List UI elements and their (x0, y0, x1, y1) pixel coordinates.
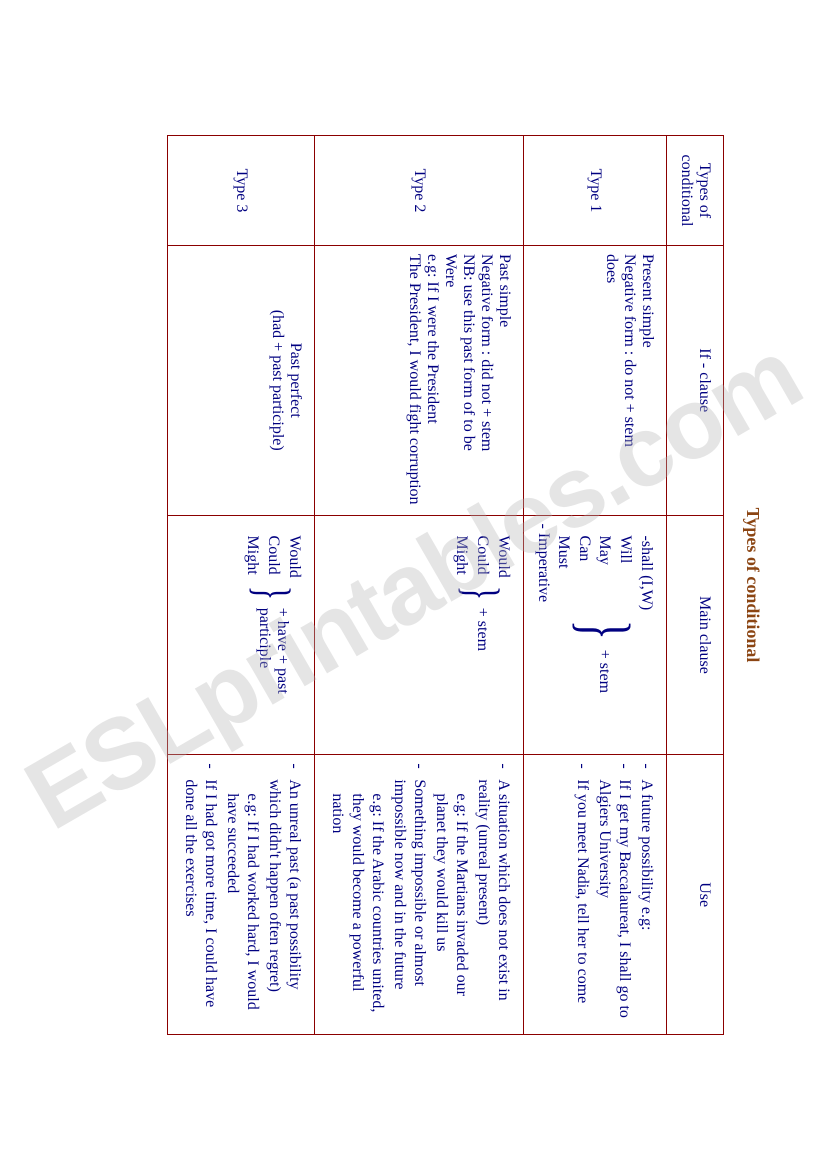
cell-use: -A situation which does not exist in rea… (315, 754, 524, 1034)
list-bullet: - (473, 763, 513, 779)
modal-item: Could (471, 535, 492, 577)
list-bullet: - (594, 763, 634, 779)
modal-item: Can (573, 535, 594, 610)
list-text: If I had got more time, I could have don… (180, 779, 220, 1026)
suffix-text: + stem (595, 649, 613, 692)
list-text: Something impossible or almost impossibl… (389, 779, 429, 1026)
list-bullet (431, 777, 471, 793)
table-row: Type 2 Past simple Negative form : did n… (315, 135, 524, 1034)
header-ifclause: If - clause (667, 245, 724, 515)
header-mainclause: Main clause (667, 515, 724, 755)
cell-mainclause: Would Could Might } + have + past partic… (168, 515, 315, 755)
page-title: Types of conditional (742, 75, 763, 1095)
extra-text: - Imperative (534, 523, 552, 746)
cell-ifclause: Past perfect (had + past participle) (168, 245, 315, 515)
brace-icon: } (573, 619, 636, 639)
list-text: If you meet Nadia, tell her to come (572, 779, 592, 1026)
brace-icon: } (459, 585, 504, 599)
modal-item: Must (552, 535, 573, 610)
modal-list: Would Could Might (451, 535, 513, 577)
page-wrapper: Types of conditional Types of conditiona… (63, 75, 763, 1095)
modal-item: Could (262, 535, 283, 577)
list-bullet: - (180, 763, 220, 779)
list-text: If I get my Baccalaureat, I shall go to … (594, 779, 634, 1026)
modal-item: Might (242, 535, 263, 577)
table-row: Type 1 Present simple Negative form : do… (524, 135, 667, 1034)
cell-mainclause: -shall (I,W) Will May Can Must } + stem … (524, 515, 667, 755)
list-text: e.g: If I had worked hard, I would have … (222, 793, 262, 1026)
list-bullet (327, 777, 387, 793)
header-types: Types of conditional (667, 135, 724, 245)
cell-mainclause: Would Could Might } + stem (315, 515, 524, 755)
conditional-table: Types of conditional If - clause Main cl… (167, 135, 724, 1035)
list-text: e.g: If the Arabic countries united, the… (327, 793, 387, 1026)
modal-item: Might (451, 535, 472, 577)
modal-item: Will (614, 535, 635, 610)
modal-item: -shall (I,W) (635, 535, 656, 610)
cell-type: Type 2 (315, 135, 524, 245)
list-bullet: - (389, 763, 429, 779)
cell-type: Type 1 (524, 135, 667, 245)
cell-use: -An unreal past (a past possibility whic… (168, 754, 315, 1034)
cell-ifclause: Present simple Negative form : do not + … (524, 245, 667, 515)
list-bullet: - (572, 763, 592, 779)
cell-ifclause: Past simple Negative form : did not + st… (315, 245, 524, 515)
cell-type: Type 3 (168, 135, 315, 245)
cell-use: -A future possibility e.g: -If I get my … (524, 754, 667, 1034)
brace-icon: } (250, 585, 295, 599)
table-row: Type 3 Past perfect (had + past particip… (168, 135, 315, 1034)
list-text: A future possibility e.g: (636, 779, 656, 1026)
suffix-text: + have + past participle (255, 607, 291, 717)
list-text: e.g: If the Martians invaded our planet … (431, 793, 471, 1026)
list-bullet: - (636, 763, 656, 779)
list-bullet: - (264, 763, 304, 779)
list-bullet (222, 777, 262, 793)
list-text: An unreal past (a past possibility which… (264, 779, 304, 1026)
suffix-text: + stem (473, 607, 491, 650)
table-header-row: Types of conditional If - clause Main cl… (667, 135, 724, 1034)
modal-list: -shall (I,W) Will May Can Must (552, 535, 656, 610)
list-text: A situation which does not exist in real… (473, 779, 513, 1026)
modal-item: Would (283, 535, 304, 577)
modal-item: May (594, 535, 615, 610)
modal-item: Would (492, 535, 513, 577)
header-use: Use (667, 754, 724, 1034)
modal-list: Would Could Might (242, 535, 304, 577)
